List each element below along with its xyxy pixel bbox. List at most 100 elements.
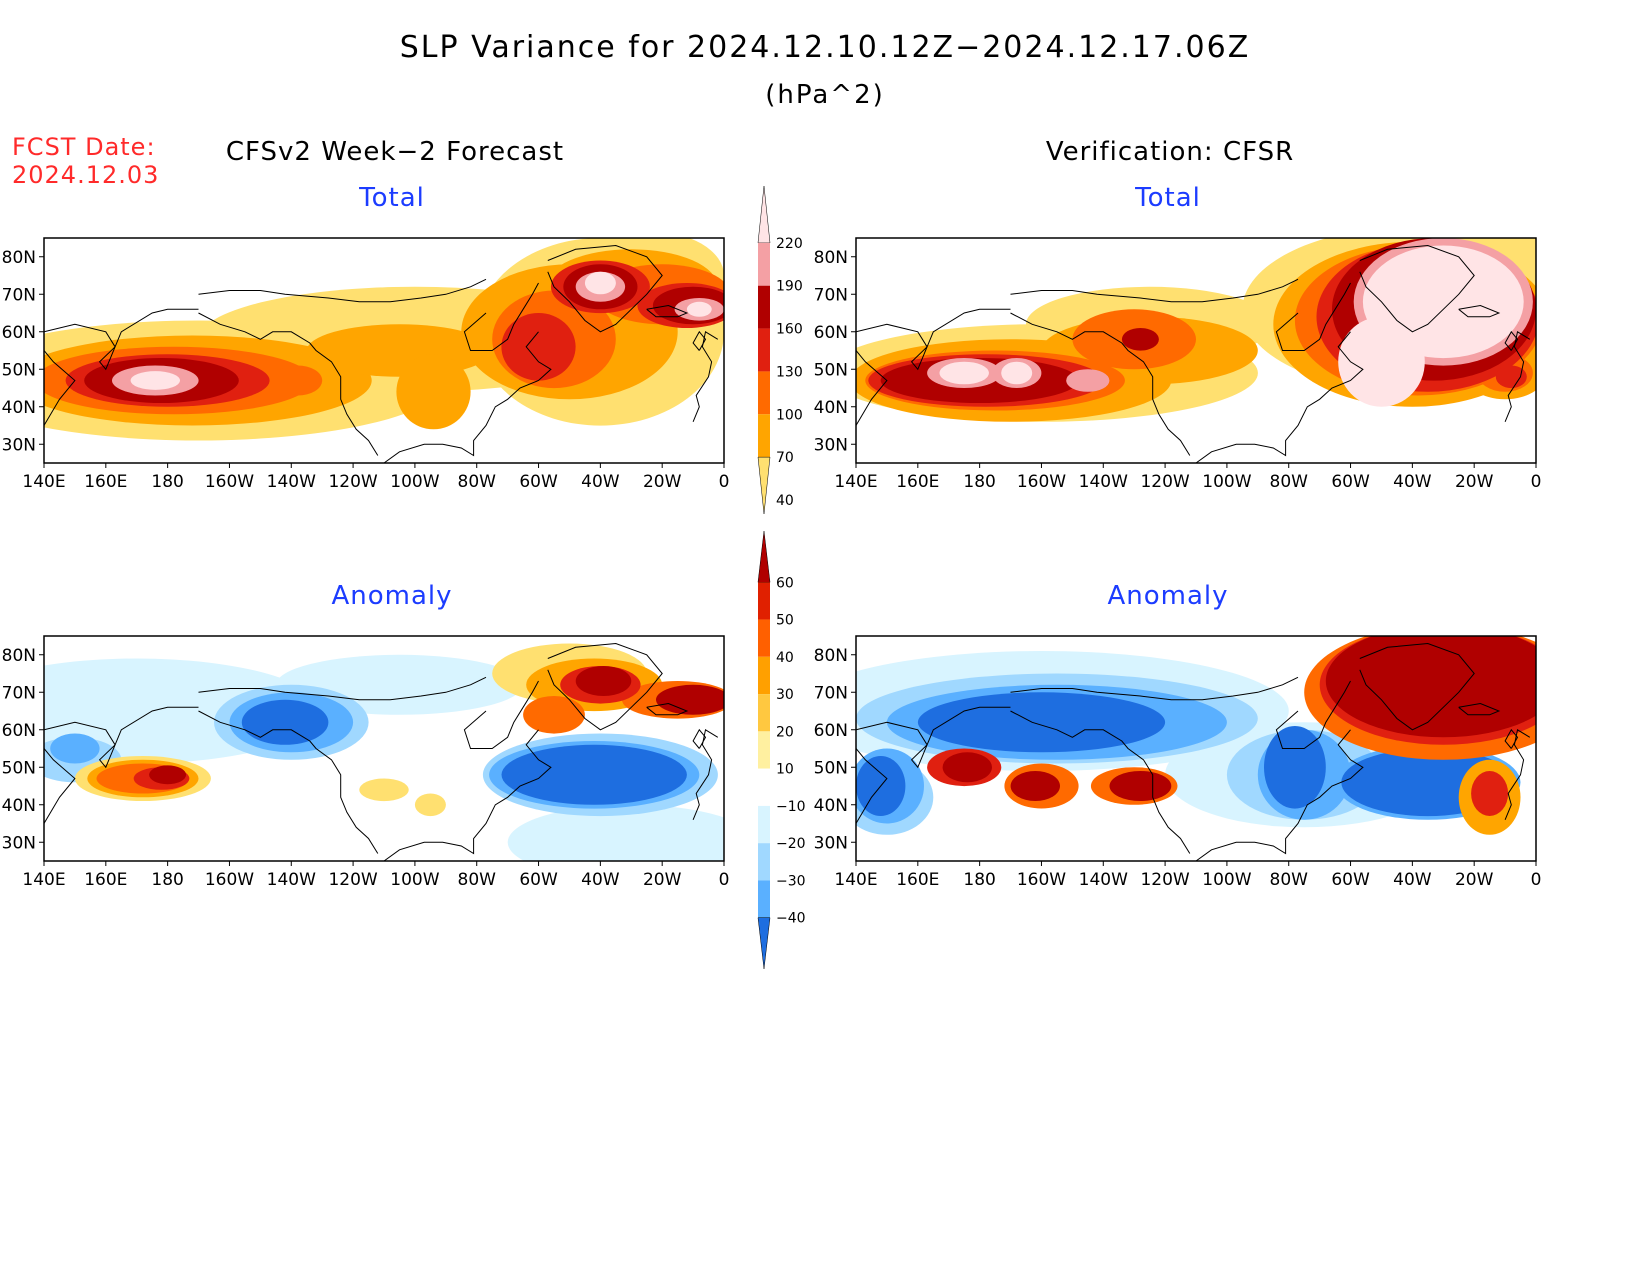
contour-region — [1325, 636, 1536, 738]
colorbar-swatch — [758, 843, 770, 881]
y-tick-label: 50N — [2, 758, 36, 778]
y-tick-label: 70N — [814, 683, 848, 703]
shaded-field — [856, 238, 1536, 422]
verification-total-title: Total — [1135, 183, 1201, 213]
coastline — [198, 676, 487, 701]
x-tick-label: 120W — [1140, 870, 1189, 890]
x-tick-label: 60W — [519, 472, 558, 492]
contour-region — [1471, 771, 1509, 816]
y-tick-label: 50N — [814, 360, 848, 380]
contour-region — [149, 765, 187, 785]
coastline — [463, 680, 539, 749]
x-tick-label: 80W — [458, 870, 497, 890]
y-tick-label: 60N — [814, 721, 848, 741]
x-tick-label: 100W — [1202, 472, 1251, 492]
contour-region — [1121, 328, 1159, 351]
coastline — [856, 308, 1011, 371]
y-tick-label: 60N — [2, 721, 36, 741]
colorbar-swatch — [758, 768, 770, 806]
coastline — [1010, 676, 1299, 701]
coastline — [1195, 729, 1364, 861]
x-tick-label: 160E — [896, 472, 939, 492]
x-tick-label: 60W — [1331, 870, 1370, 890]
coastline — [1359, 244, 1475, 333]
coastlines — [44, 642, 719, 861]
colorbar-swatch — [758, 880, 770, 918]
x-tick-label: 20W — [1455, 472, 1494, 492]
contour-region — [1495, 365, 1527, 389]
y-tick-label: 80N — [2, 248, 36, 268]
shaded-field — [856, 636, 1536, 835]
coastlines — [856, 244, 1531, 463]
coastline — [1275, 282, 1351, 351]
verification-anomaly-title: Anomaly — [1107, 581, 1229, 611]
coastline — [1195, 331, 1364, 463]
y-tick-label: 70N — [2, 285, 36, 305]
coastline — [44, 308, 199, 371]
y-tick-label: 80N — [814, 646, 848, 666]
forecast-anomaly-title: Anomaly — [331, 581, 453, 611]
contour-region — [942, 752, 992, 783]
colorbar-swatch — [758, 328, 770, 372]
y-tick-label: 30N — [2, 833, 36, 853]
x-tick-label: 120W — [328, 870, 377, 890]
coastlines — [856, 642, 1531, 861]
x-tick-label: 140W — [267, 472, 316, 492]
coastline — [1275, 680, 1351, 749]
colorbar-label: 40 — [776, 650, 794, 666]
coastline — [1458, 304, 1501, 318]
y-tick-label: 40N — [814, 796, 848, 816]
x-tick-label: 160W — [205, 870, 254, 890]
contour-region — [272, 365, 323, 396]
contour-region — [1109, 771, 1172, 801]
colorbar-label: −10 — [776, 799, 806, 815]
y-tick-label: 40N — [814, 398, 848, 418]
contour-region — [584, 271, 616, 295]
x-tick-label: 140E — [22, 870, 65, 890]
x-tick-label: 100W — [390, 870, 439, 890]
colorbar-label: −20 — [776, 836, 806, 852]
y-tick-label: 40N — [2, 796, 36, 816]
x-tick-label: 140E — [834, 472, 877, 492]
y-tick-label: 40N — [2, 398, 36, 418]
y-tick-label: 60N — [814, 323, 848, 343]
verification-total-map: 140E 160E 180 160W 140W 120W 100W 80W 60W 40W 20W 0… — [814, 237, 1541, 492]
contour-region — [686, 301, 712, 317]
x-tick-label: 140W — [267, 870, 316, 890]
coastline — [692, 330, 707, 351]
x-tick-label: 80W — [458, 472, 497, 492]
y-tick-label: 50N — [814, 758, 848, 778]
coastline — [44, 748, 76, 824]
x-tick-label: 120W — [1140, 472, 1189, 492]
contour-region — [1264, 726, 1326, 809]
x-tick-label: 60W — [1331, 472, 1370, 492]
x-tick-label: 160E — [896, 870, 939, 890]
x-tick-label: 140W — [1079, 472, 1128, 492]
x-tick-label: 160E — [84, 472, 127, 492]
colorbar-swatch — [758, 656, 770, 695]
coastline — [856, 706, 1011, 769]
x-tick-label: 40W — [1393, 472, 1432, 492]
contour-region — [359, 778, 409, 802]
x-tick-label: 160W — [1017, 472, 1066, 492]
coastline — [856, 350, 888, 426]
colorbar-swatch — [758, 805, 770, 844]
x-tick-label: 140W — [1079, 870, 1128, 890]
y-tick-label: 50N — [2, 360, 36, 380]
contour-region — [1001, 361, 1033, 385]
colorbar-swatch — [758, 285, 770, 329]
x-tick-label: 20W — [1455, 870, 1494, 890]
coastlines — [44, 244, 719, 463]
colorbar-label: 190 — [776, 279, 803, 295]
coastline — [692, 331, 719, 422]
coastline — [547, 642, 663, 731]
coastline — [1359, 642, 1475, 731]
contour-region — [939, 361, 989, 385]
colorbar-label: 60 — [776, 575, 794, 591]
y-tick-label: 30N — [814, 833, 848, 853]
colorbar-label: 30 — [776, 687, 794, 703]
colorbar-swatch — [758, 371, 770, 415]
colorbar-end — [757, 456, 771, 515]
x-tick-label: 100W — [390, 472, 439, 492]
x-tick-label: 40W — [581, 870, 620, 890]
